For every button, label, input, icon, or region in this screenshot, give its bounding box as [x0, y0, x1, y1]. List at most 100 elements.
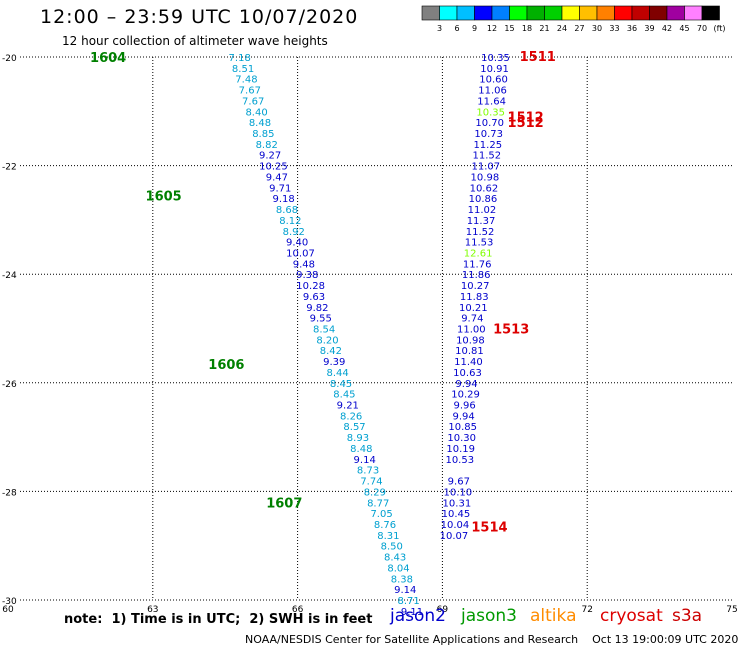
swh-value-label: 9.14	[354, 455, 376, 466]
y-tick-label: -26	[2, 380, 17, 390]
swh-value-label: 10.81	[455, 346, 484, 357]
swh-value-label: 10.07	[440, 531, 469, 542]
y-tick-label: -30	[2, 597, 17, 607]
swh-value-label: 9.38	[296, 270, 318, 281]
swh-value-label: 10.86	[469, 194, 498, 205]
colorbar-swatch	[631, 5, 650, 21]
credit-line: NOAA/NESDIS Center for Satellite Applica…	[245, 633, 739, 646]
legend-cryosat: cryosat	[600, 606, 663, 626]
swh-value-label: 10.35	[476, 107, 505, 118]
colorbar-swatch	[439, 5, 458, 21]
pass-number-label: 1511	[520, 50, 556, 65]
legend-s3a: s3a	[672, 606, 703, 626]
swh-value-label: 10.21	[459, 303, 488, 314]
x-tick-label: 63	[147, 605, 158, 615]
y-tick-label: -24	[2, 271, 17, 281]
swh-value-label: 8.42	[320, 346, 342, 357]
pass-number-label: 1604	[90, 51, 126, 66]
colorbar-swatch	[614, 5, 633, 21]
note-text: note: 1) Time is in UTC; 2) SWH is in fe…	[64, 612, 373, 627]
colorbar-label: 45	[679, 24, 689, 33]
swh-value-label: 10.10	[444, 487, 473, 498]
swh-value-label: 9.47	[266, 172, 288, 183]
colorbar-swatch	[421, 5, 440, 21]
swh-value-label: 10.45	[442, 509, 471, 520]
swh-value-label: 10.62	[470, 183, 499, 194]
y-tick-label: -20	[2, 54, 17, 64]
swh-value-label: 7.48	[235, 75, 257, 86]
colorbar-label: 21	[539, 24, 549, 33]
swh-value-label: 8.04	[387, 563, 409, 574]
colorbar-label: 27	[574, 24, 584, 33]
pass-number-label: 1606	[208, 358, 244, 373]
colorbar-label: 18	[522, 24, 532, 33]
swh-value-label: 10.07	[286, 248, 315, 259]
x-tick-label: 66	[292, 605, 304, 615]
swh-value-label: 8.92	[283, 227, 305, 238]
swh-value-label: 8.77	[367, 498, 389, 509]
swh-value-label: 9.48	[293, 259, 315, 270]
swh-value-label: 8.51	[232, 64, 254, 75]
swh-value-label: 9.94	[453, 411, 475, 422]
colorbar-label: 6	[454, 24, 459, 33]
swh-value-label: 8.76	[374, 520, 396, 531]
swh-value-label: 10.31	[443, 498, 472, 509]
pass-number-label: 1514	[471, 521, 507, 536]
pass-number-label: 1512	[508, 116, 544, 131]
swh-value-label: 8.93	[347, 433, 369, 444]
swh-value-label: 10.91	[480, 64, 509, 75]
swh-value-label: 10.28	[296, 281, 325, 292]
swh-value-label: 8.71	[397, 596, 419, 607]
chart-subtitle: 12 hour collection of altimeter wave hei…	[62, 34, 328, 48]
swh-value-label: 9.27	[259, 151, 281, 162]
legend-altika: altika	[530, 606, 577, 626]
colorbar-label: 30	[592, 24, 602, 33]
swh-value-label: 11.52	[472, 151, 501, 162]
swh-value-label: 7.05	[370, 509, 392, 520]
swh-value-label: 8.26	[340, 411, 362, 422]
swh-value-label: 9.67	[448, 477, 470, 488]
swh-value-label: 12.61	[464, 248, 493, 259]
swh-value-label: 8.54	[313, 325, 335, 336]
swh-value-label: 7.18	[229, 53, 251, 64]
swh-value-label: 10.98	[471, 172, 500, 183]
colorbar-label: 42	[662, 24, 672, 33]
swh-value-label: 9.11	[401, 607, 423, 618]
pass-number-label: 1605	[146, 189, 182, 204]
swh-value-label: 11.64	[477, 96, 506, 107]
y-tick-label: -28	[2, 488, 17, 498]
swh-value-label: 8.44	[327, 368, 349, 379]
swh-value-label: 9.39	[323, 357, 345, 368]
colorbar-label: 24	[557, 24, 567, 33]
colorbar-label: (ft)	[713, 24, 725, 33]
swh-value-label: 8.45	[330, 379, 352, 390]
swh-value-label: 11.86	[462, 270, 491, 281]
swh-value-label: 8.85	[252, 129, 274, 140]
swh-value-label: 8.45	[333, 390, 355, 401]
swh-value-label: 11.76	[463, 259, 492, 270]
legend-jason2: jason2	[390, 606, 446, 626]
colorbar-label: 39	[644, 24, 654, 33]
pass-number-label: 1512	[508, 111, 544, 126]
colorbar-swatch	[649, 5, 668, 21]
swh-value-label: 11.52	[466, 227, 495, 238]
swh-value-label: 10.53	[445, 455, 474, 466]
pass-number-label: 1513	[493, 323, 529, 338]
swh-value-label: 10.19	[446, 444, 475, 455]
y-tick-label: -22	[2, 163, 17, 173]
swh-value-label: 7.74	[360, 477, 382, 488]
swh-value-label: 10.35	[481, 53, 510, 64]
swh-value-label: 8.57	[343, 422, 365, 433]
swh-value-label: 8.12	[279, 216, 301, 227]
swh-value-label: 9.96	[453, 401, 475, 412]
swh-value-label: 11.25	[473, 140, 502, 151]
colorbar-swatch	[474, 5, 493, 21]
legend-jason3: jason3	[461, 606, 517, 626]
swh-value-label: 8.68	[276, 205, 298, 216]
swh-value-label: 11.83	[460, 292, 489, 303]
swh-value-label: 8.48	[350, 444, 372, 455]
swh-value-label: 9.18	[272, 194, 294, 205]
swh-value-label: 8.48	[249, 118, 271, 129]
x-tick-label: 72	[581, 605, 592, 615]
